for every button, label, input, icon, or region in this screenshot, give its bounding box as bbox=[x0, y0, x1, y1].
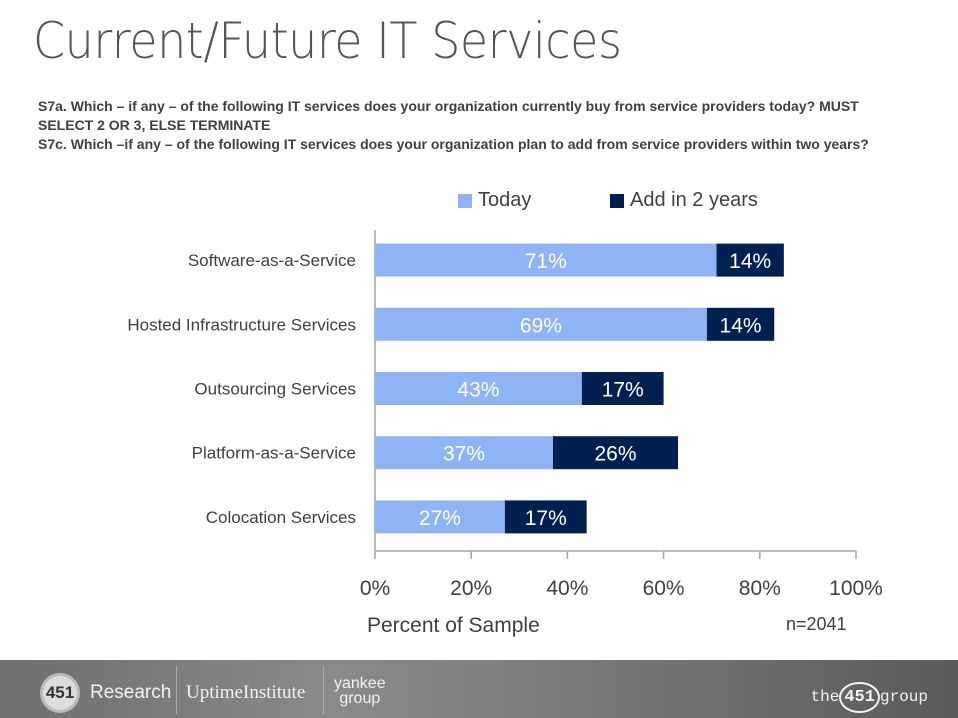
data-label: 27% bbox=[419, 507, 461, 530]
logo-the-451-group: the 451 group bbox=[811, 682, 928, 713]
x-tick-label: 40% bbox=[546, 577, 588, 600]
survey-question: S7a. Which – if any – of the following I… bbox=[38, 97, 898, 154]
logo-451-research: Research bbox=[90, 682, 172, 703]
bar-segment-today bbox=[375, 372, 582, 405]
x-tick-label: 0% bbox=[360, 577, 390, 600]
data-label: 37% bbox=[443, 443, 485, 466]
footer-divider bbox=[176, 666, 177, 714]
x-tick-label: 60% bbox=[643, 577, 685, 600]
bar-segment-add-in-2-years bbox=[716, 243, 784, 277]
data-label: 14% bbox=[729, 250, 771, 273]
legend-label-today: Today bbox=[478, 189, 532, 211]
legend-item-today: Today bbox=[458, 189, 610, 212]
footer-divider bbox=[323, 666, 324, 714]
category-label: Hosted Infrastructure Services bbox=[127, 315, 356, 334]
legend-swatch-today bbox=[458, 193, 472, 208]
bar-segment-add-in-2-years bbox=[504, 500, 587, 534]
bar-segment-today bbox=[375, 307, 707, 341]
data-label: 43% bbox=[457, 379, 499, 402]
page-title: Current/Future IT Services bbox=[33, 12, 622, 70]
question-s7c: S7c. Which –if any – of the following IT… bbox=[38, 136, 869, 152]
legend-swatch-add bbox=[610, 193, 624, 208]
x-tick-label: 80% bbox=[739, 577, 781, 600]
bar-segment-add-in-2-years bbox=[706, 307, 775, 341]
data-label: 71% bbox=[525, 250, 567, 273]
data-label: 17% bbox=[525, 507, 567, 530]
yankee-text: yankee bbox=[334, 675, 386, 692]
451-circle: 451 bbox=[839, 682, 880, 713]
x-tick-label: 20% bbox=[450, 577, 492, 600]
group-text: group bbox=[879, 688, 928, 706]
sample-size: n=2041 bbox=[786, 614, 847, 634]
legend-label-add: Add in 2 years bbox=[630, 189, 758, 211]
data-label: 14% bbox=[720, 314, 762, 337]
group-text: group bbox=[339, 690, 381, 707]
logo-yankee-group: yankee group bbox=[334, 675, 386, 707]
footer-bar: 451 Research UptimeInstitute yankee grou… bbox=[0, 660, 958, 718]
category-label: Colocation Services bbox=[206, 508, 356, 527]
stacked-bar-chart: 0% 20% 40% 60% 80% 100% Percent of Sample Softw… bbox=[127, 230, 883, 637]
data-label: 69% bbox=[520, 314, 562, 337]
chart-legend: Today Add in 2 years bbox=[458, 189, 758, 212]
category-label: Outsourcing Services bbox=[194, 380, 356, 399]
bar-segment-today bbox=[375, 243, 717, 277]
bar-segment-today bbox=[375, 500, 505, 534]
the-text: the bbox=[810, 688, 840, 706]
x-axis-title: Percent of Sample bbox=[367, 614, 540, 637]
legend-item-add: Add in 2 years bbox=[610, 189, 758, 212]
question-s7a: S7a. Which – if any – of the following I… bbox=[38, 98, 859, 133]
category-label: Software-as-a-Service bbox=[188, 251, 356, 270]
bar-segment-add-in-2-years bbox=[581, 372, 664, 405]
logo-451-badge: 451 bbox=[40, 673, 80, 713]
x-tick-label: 100% bbox=[829, 577, 883, 600]
logo-uptime-institute: UptimeInstitute bbox=[186, 682, 306, 703]
bar-segment-today bbox=[375, 436, 553, 470]
category-label: Platform-as-a-Service bbox=[192, 444, 356, 463]
data-label: 26% bbox=[594, 443, 636, 466]
data-label: 17% bbox=[602, 379, 644, 402]
bar-segment-add-in-2-years bbox=[552, 436, 679, 470]
